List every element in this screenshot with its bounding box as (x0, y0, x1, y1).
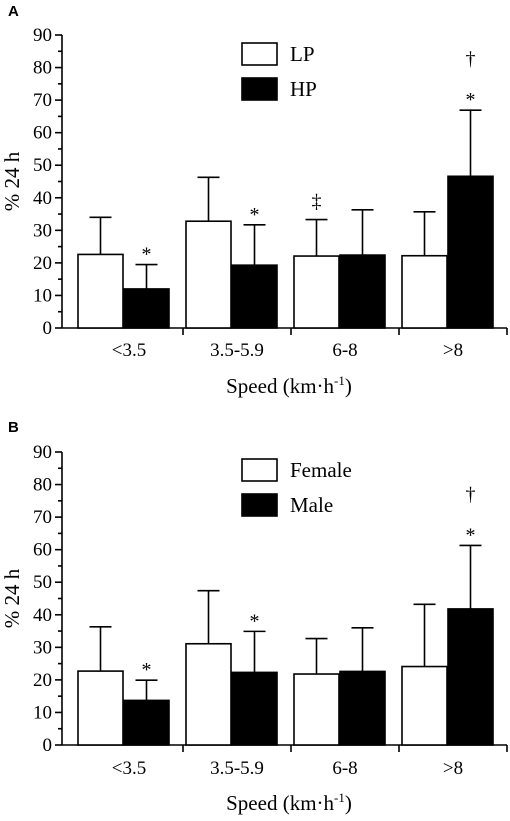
x-tick-label: 6-8 (332, 340, 357, 361)
legend-label-hp: HP (290, 77, 317, 101)
significance-marker: * (466, 524, 476, 546)
x-tick-label: 6-8 (332, 758, 357, 779)
panel-letter: B (8, 419, 19, 436)
legend-label-female: Female (290, 458, 352, 482)
significance-marker: * (142, 244, 152, 266)
x-tick-label: >8 (443, 758, 463, 779)
bar-female-2 (293, 673, 340, 746)
y-tick-label: 0 (43, 735, 53, 756)
y-tick-label: 20 (33, 253, 52, 274)
y-tick-label: 60 (33, 540, 52, 561)
bar-lp-1 (185, 220, 232, 329)
legend-swatch-male (241, 493, 278, 517)
y-tick-label: 10 (33, 285, 52, 306)
y-tick-label: 40 (33, 188, 52, 209)
chart-panel-a: A 0 10 20 30 40 50 60 70 80 90 % 24 h <3.5 3.5-5.9 6-8… (0, 3, 508, 398)
legend-swatch-lp (241, 42, 278, 66)
bar-hp-1 (231, 264, 278, 329)
y-tick-label: 80 (33, 475, 52, 496)
bar-female-3 (401, 665, 448, 746)
y-tick-label: 90 (33, 25, 52, 46)
y-tick-label: 80 (33, 58, 52, 79)
y-axis-title: % 24 h (0, 151, 24, 211)
legend-swatch-hp (241, 77, 278, 101)
x-tick-label: <3.5 (112, 340, 146, 361)
legend-label-lp: LP (290, 42, 315, 66)
legend-label-male: Male (290, 493, 333, 517)
x-tick-label: <3.5 (112, 758, 146, 779)
bar-male-2 (339, 670, 386, 746)
bar-lp-3 (401, 254, 448, 329)
significance-marker: † (466, 483, 476, 505)
y-tick-label: 90 (33, 442, 52, 463)
x-tick-label: >8 (443, 340, 463, 361)
bar-lp-0 (77, 253, 124, 329)
y-tick-label: 40 (33, 605, 52, 626)
y-tick-label: 10 (33, 702, 52, 723)
y-tick-label: 50 (33, 155, 52, 176)
y-tick-label: 70 (33, 90, 52, 111)
x-tick-label: 3.5-5.9 (210, 340, 264, 361)
bar-hp-2 (339, 254, 386, 329)
bar-hp-3 (447, 175, 494, 329)
x-tick-label: 3.5-5.9 (210, 758, 264, 779)
bar-female-0 (77, 670, 124, 746)
y-tick-label: 30 (33, 220, 52, 241)
bar-male-0 (123, 699, 170, 746)
significance-marker: ‡ (312, 191, 322, 213)
bar-lp-2 (293, 255, 340, 329)
significance-marker: * (142, 659, 152, 681)
bar-hp-0 (123, 288, 170, 329)
x-axis-title: Speed (km·h-1) (226, 790, 352, 815)
y-tick-label: 50 (33, 572, 52, 593)
x-axis-title: Speed (km·h-1) (226, 373, 352, 398)
y-tick-label: 60 (33, 123, 52, 144)
significance-marker: * (466, 89, 476, 111)
significance-marker: * (250, 610, 260, 632)
chart-panel-b: B 0 10 20 30 40 50 60 70 80 90 % 24 h <3.5 3.5-5.9 6-8… (0, 419, 508, 815)
bar-male-3 (447, 608, 494, 746)
bar-female-1 (185, 642, 232, 746)
legend-swatch-female (241, 458, 278, 482)
y-tick-label: 20 (33, 670, 52, 691)
significance-marker: * (250, 204, 260, 226)
y-tick-label: 0 (43, 318, 53, 339)
bar-male-1 (231, 671, 278, 746)
panel-letter: A (8, 3, 19, 20)
y-tick-label: 70 (33, 507, 52, 528)
significance-marker: † (466, 48, 476, 70)
y-tick-label: 30 (33, 637, 52, 658)
y-axis-title: % 24 h (0, 568, 24, 628)
